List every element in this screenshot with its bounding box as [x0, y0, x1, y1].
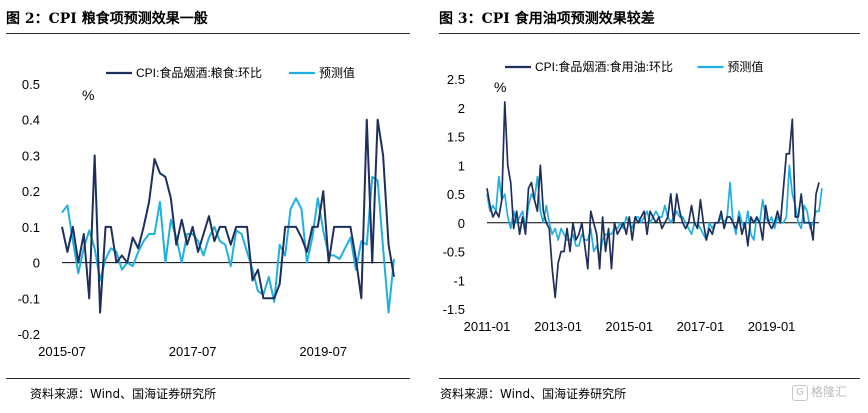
chart-1-xtick-label: 2019-07 [299, 344, 347, 359]
chart-2-legend-label-2: 预测值 [727, 59, 763, 74]
chart-2-actual-series-line [486, 101, 820, 299]
watermark: G 格隆汇 [792, 383, 847, 401]
chart-1-ytick-label: 0.4 [22, 113, 40, 128]
chart-2-ytick-label: 2.5 [447, 72, 465, 87]
chart-1-ytick-label: 0.5 [22, 77, 40, 92]
chart-1-source-rule [6, 378, 410, 379]
chart-2-xtick-label: 2011-01 [464, 319, 511, 334]
chart-2-ytick-label: -1.5 [443, 302, 465, 317]
chart-1-ytick-label: 0.2 [22, 184, 40, 199]
chart-1-unit-label: % [82, 87, 94, 103]
chart-1-title-rule [6, 33, 410, 34]
chart-1-source: 资料来源：Wind、国海证券研究所 [30, 387, 217, 401]
chart-1-legend-label-2: 预测值 [319, 65, 355, 80]
chart-2-unit-label: % [494, 79, 506, 95]
chart-1-ytick-label: 0.3 [22, 148, 40, 163]
chart-2-ytick-label: -1 [453, 273, 465, 288]
chart-2-ytick-label: 1 [458, 158, 465, 173]
chart-1-actual-series-line [61, 118, 395, 314]
chart-2-title: 图 3：CPI 食用油项预测效果较差 [439, 11, 655, 27]
chart-2-xtick-label: 2015-01 [605, 319, 653, 334]
chart-1-ytick-label: 0.1 [22, 220, 40, 235]
chart-1-ytick-label: -0.2 [18, 327, 40, 342]
chart-1-xtick-label: 2015-07 [38, 344, 86, 359]
chart-2-ytick-label: 0 [458, 216, 465, 231]
chart-2-legend-label-1: CPI:食品烟酒:食用油:环比 [535, 59, 673, 74]
chart-2-ytick-label: -0.5 [443, 245, 465, 260]
chart-1-grain-cpi: -0.2 -0.1 0 0.1 0.2 0.3 0.4 0.5 2015-07 2017-07 20… [18, 65, 395, 359]
chart-2-ytick-label: 2 [458, 101, 465, 116]
chart-2-title-rule [439, 33, 860, 34]
chart-2-xtick-label: 2013-01 [534, 319, 582, 334]
chart-1-legend-label-1: CPI:食品烟酒:粮食:环比 [136, 65, 262, 80]
chart-1-ytick-label: 0 [33, 256, 40, 271]
chart-2-ytick-label: 1.5 [447, 130, 465, 145]
watermark-logo-icon: G [792, 384, 808, 401]
chart-2-xtick-label: 2019-01 [748, 319, 796, 334]
chart-2-xtick-label: 2017-01 [677, 319, 725, 334]
chart-1-ytick-label: -0.1 [18, 291, 40, 306]
chart-1-predicted-series-line [61, 175, 395, 314]
chart-2-source-rule [439, 378, 860, 379]
chart-2-edible-oil-cpi: -1.5 -1 -0.5 0 0.5 1 1.5 2 2.5 2011-01 2013-01 2015… [443, 59, 823, 334]
chart-2-source: 资料来源：Wind、国海证券研究所 [440, 387, 627, 401]
chart-2-ytick-label: 0.5 [447, 187, 465, 202]
chart-1-xtick-label: 2017-07 [169, 344, 217, 359]
chart-1-title: 图 2：CPI 粮食项预测效果一般 [6, 11, 208, 27]
watermark-text: 格隆汇 [811, 385, 848, 399]
chart-2-predicted-series-line [486, 164, 823, 259]
